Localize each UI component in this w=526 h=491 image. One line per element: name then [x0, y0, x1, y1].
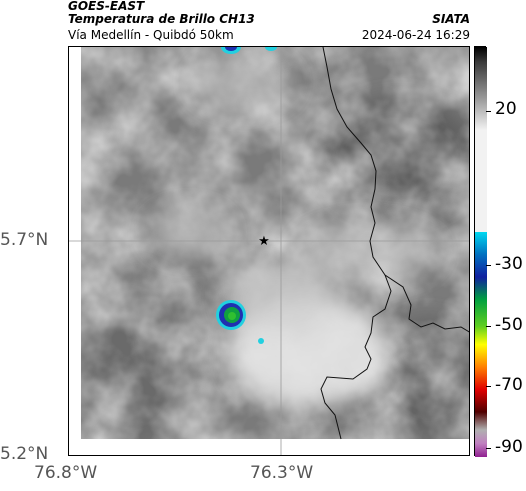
colorbar-label: -70 [495, 375, 523, 395]
colorbar-tick [486, 448, 491, 449]
lat-tick-label: 5.7°N [0, 230, 49, 250]
colorbar-tick [486, 386, 491, 387]
datetime-label: 2024-06-24 16:29 [361, 28, 470, 42]
region-subtitle: Vía Medellín - Quibdó 50km [68, 28, 234, 42]
product-title: Temperatura de Brillo CH13 [68, 12, 255, 26]
colorbar-label: -30 [495, 254, 523, 274]
colorbar-label: 20 [495, 99, 517, 119]
star-marker: ★ [258, 234, 270, 249]
bright-cloud-regions [149, 54, 439, 407]
map-canvas: ★ [69, 47, 469, 455]
bottom-margin [69, 439, 469, 455]
left-margin [69, 47, 81, 455]
brightness-temperature-map: ★ [68, 46, 470, 456]
colorbar-label: -50 [495, 315, 523, 335]
lat-tick-label: 5.2°N [0, 444, 49, 464]
cold-cloud-core [216, 300, 264, 344]
colorbar-label: -90 [495, 437, 523, 457]
department-border [322, 47, 469, 333]
colorbar-tick [486, 265, 491, 266]
colorbar-tick [486, 111, 491, 112]
colorbar-gradient [475, 47, 487, 457]
lon-tick-label: 76.8°W [34, 463, 98, 483]
lon-tick-label: 76.3°W [250, 463, 314, 483]
colorbar-tick [486, 326, 491, 327]
satellite-title: GOES-EAST [68, 0, 145, 13]
department-border-south [320, 274, 392, 440]
colorbar [474, 46, 487, 457]
cold-cloud-top-edge [221, 47, 277, 54]
organization-label: SIATA [432, 12, 470, 26]
